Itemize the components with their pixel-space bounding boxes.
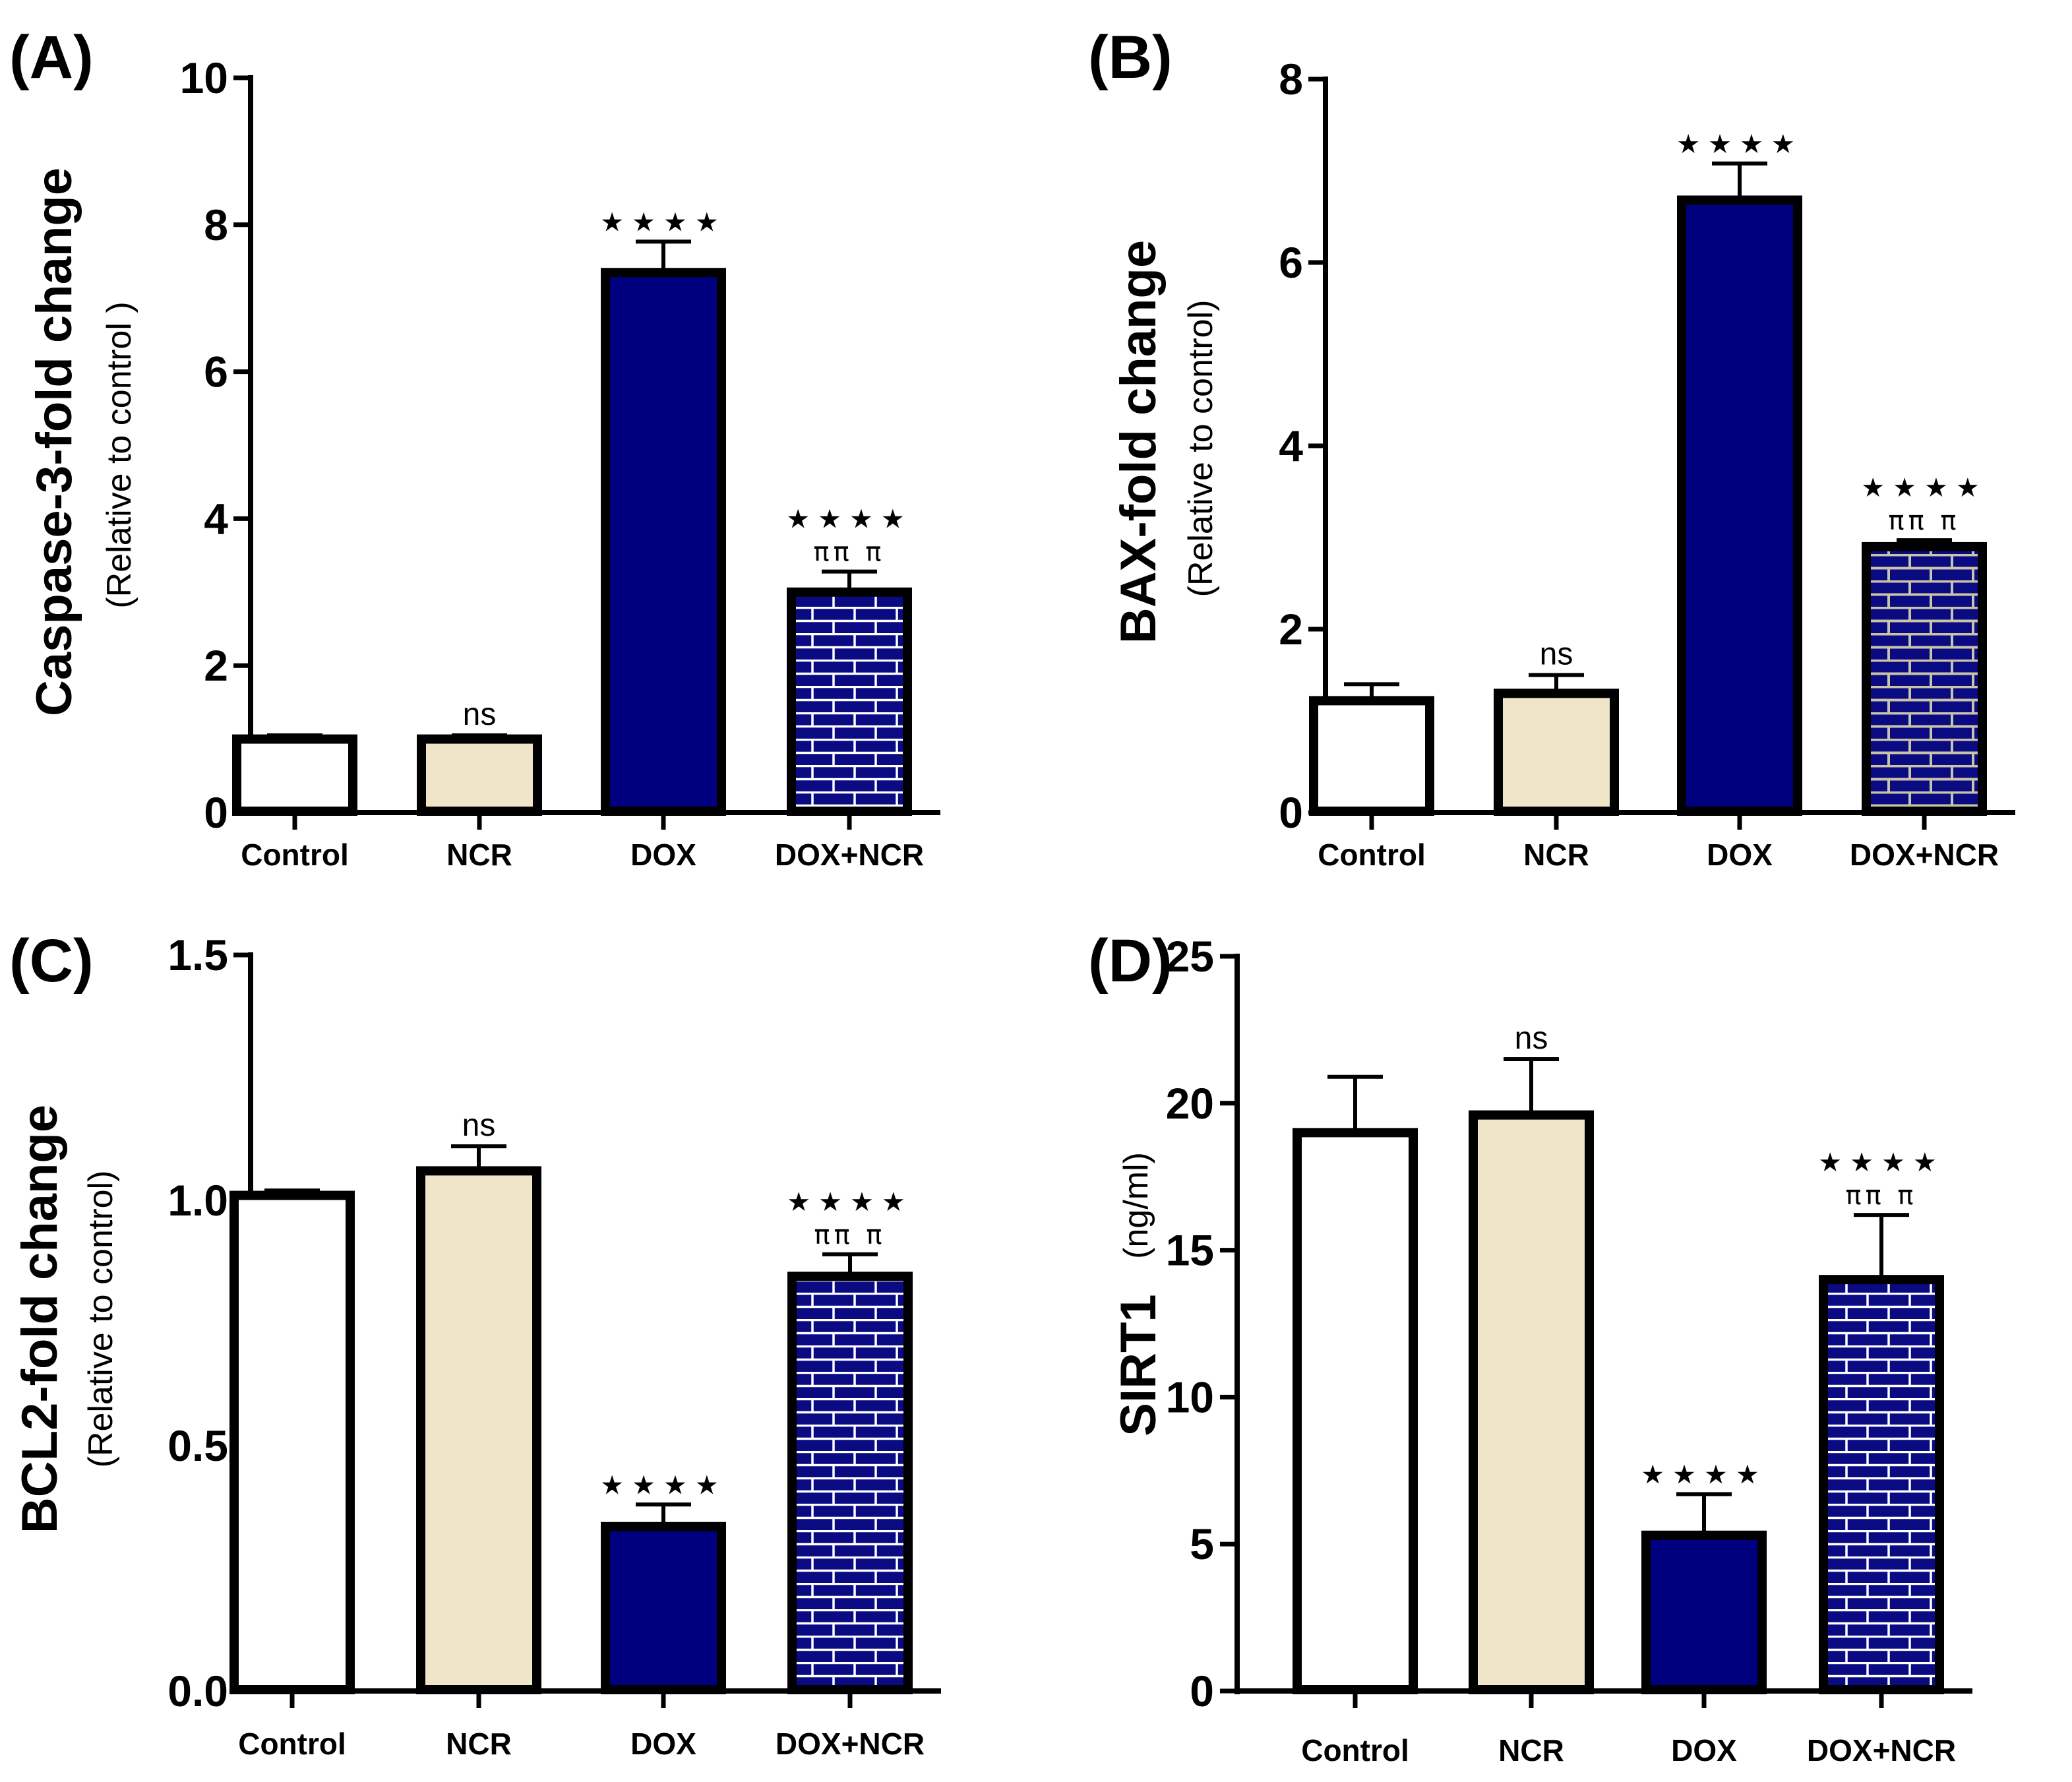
y-tick-label: 5 [1190, 1520, 1214, 1568]
bar [1494, 689, 1619, 816]
annotation-ns: ns [1515, 1021, 1548, 1056]
y-tick-label: 6 [204, 348, 228, 396]
bar [232, 734, 357, 816]
category-label: Control [241, 838, 349, 872]
category-label: DOX+NCR [1850, 838, 1999, 872]
annotation-ns: ns [462, 1108, 496, 1143]
panel-c: (C) BCL2-fold change (Relative to contro… [9, 927, 941, 1761]
bar [1862, 541, 1987, 816]
panel-b-ylabel-sub-wrap: (Relative to control) [1182, 300, 1220, 598]
panel-b-letter: (B) [1088, 24, 1173, 91]
bar [1469, 1110, 1594, 1694]
bar [1677, 195, 1802, 816]
category-label: DOX [1707, 838, 1773, 872]
panel-d-ylabel: SIRT1 [1111, 1294, 1167, 1436]
panel-b-ylabel: BAX-fold change [1111, 240, 1167, 644]
panel-b: (B) BAX-fold change (Relative to control… [1088, 24, 2015, 872]
annotation-stars: ★★★★ [1861, 473, 1987, 503]
category-label: DOX [630, 1727, 696, 1761]
panel-c-plot: 0.0 0.5 1.0 1.5 Control NCR ns DOX ★★★★ DOX+NCR ππ… [168, 931, 941, 1761]
annotation-stars: ★★★★ [787, 1187, 913, 1217]
panel-b-ylabel-main: BAX-fold change [1111, 240, 1167, 644]
panel-c-ylabel: BCL2-fold change [12, 1105, 68, 1533]
bar [229, 1190, 355, 1695]
y-tick-label: 4 [1279, 421, 1303, 470]
y-tick-label: 0.5 [168, 1421, 228, 1470]
y-tick-label: 25 [1166, 932, 1214, 981]
y-tick-label: 2 [1279, 605, 1303, 654]
bar [601, 268, 726, 816]
y-tick-label: 6 [1279, 238, 1303, 287]
annotation-stars: ★★★★ [600, 1470, 726, 1500]
panel-c-ylabel-sub-wrap: (Relative to control) [82, 1171, 120, 1468]
panel-a-letter: (A) [9, 24, 94, 91]
y-tick-label: 8 [1279, 55, 1303, 104]
annotation-pi: ππ π [1889, 506, 1961, 536]
annotation-ns: ns [463, 697, 497, 732]
bar [1641, 1530, 1767, 1695]
annotation-ns: ns [1540, 637, 1573, 672]
panel-d-plot: 0 5 10 15 20 25 Control NCR ns DOX ★★★★ DOX+NCR ππ π… [1166, 932, 1972, 1767]
annotation-stars: ★★★★ [1676, 129, 1802, 160]
y-tick-label: 1.0 [168, 1176, 228, 1225]
bar [787, 587, 912, 816]
category-label: Control [1301, 1733, 1409, 1767]
annotation-pi: ππ π [814, 1220, 886, 1250]
category-label: DOX [1671, 1733, 1737, 1767]
category-label: DOX [630, 838, 696, 872]
panel-d-letter: (D) [1088, 927, 1173, 995]
y-tick-label: 15 [1166, 1226, 1214, 1275]
y-tick-label: 1.5 [168, 931, 228, 979]
category-label: NCR [1523, 838, 1589, 872]
y-tick-label: 10 [1166, 1372, 1214, 1421]
panel-c-letter: (C) [9, 927, 94, 995]
bar [1293, 1128, 1418, 1694]
annotation-stars: ★★★★ [1641, 1459, 1767, 1490]
panel-c-ylabel-main: BCL2-fold change [12, 1105, 68, 1533]
y-tick-label: 0.0 [168, 1667, 228, 1715]
annotation-pi: ππ π [1846, 1181, 1918, 1211]
category-label: NCR [446, 838, 512, 872]
y-tick-label: 20 [1166, 1079, 1214, 1128]
panel-d-ylabel-sub-wrap: (ng/ml) [1117, 1152, 1155, 1259]
category-label: NCR [446, 1727, 512, 1761]
category-label: DOX+NCR [1807, 1733, 1956, 1767]
panel-a-ylabel-main: Caspase-3-fold change [26, 168, 82, 716]
bar [1309, 696, 1434, 816]
panel-d-ylabel-main: SIRT1 [1111, 1294, 1167, 1436]
annotation-pi: ππ π [814, 538, 886, 568]
bar [601, 1521, 726, 1695]
y-tick-label: 8 [204, 200, 228, 249]
y-tick-label: 0 [1279, 788, 1303, 837]
category-label: NCR [1498, 1733, 1564, 1767]
y-tick-label: 10 [180, 53, 228, 102]
category-label: DOX+NCR [776, 1727, 925, 1761]
panel-a-ylabel: Caspase-3-fold change [26, 168, 82, 716]
panel-a: (A) Caspase-3-fold change (Relative to c… [9, 24, 940, 872]
annotation-stars: ★★★★ [786, 505, 912, 535]
panel-d-ylabel-sub: (ng/ml) [1117, 1152, 1155, 1259]
panel-c-ylabel-sub: (Relative to control) [82, 1171, 120, 1468]
bar [417, 734, 542, 816]
y-tick-label: 4 [204, 494, 228, 543]
bar [1819, 1275, 1944, 1695]
panel-b-ylabel-sub: (Relative to control) [1182, 300, 1220, 598]
bar [416, 1166, 541, 1694]
panel-d: (D) SIRT1 (ng/ml) 0 5 10 15 20 25 Control NCR ns… [1088, 927, 1972, 1767]
panel-a-ylabel-sub: (Relative to control ) [100, 301, 138, 608]
annotation-stars: ★★★★ [1818, 1148, 1944, 1178]
bar [787, 1272, 913, 1694]
y-tick-label: 2 [204, 641, 228, 690]
annotation-stars: ★★★★ [600, 207, 726, 237]
category-label: Control [1318, 838, 1426, 872]
y-tick-label: 0 [204, 788, 228, 837]
y-tick-label: 0 [1190, 1667, 1214, 1715]
panel-a-ylabel-sub-wrap: (Relative to control ) [100, 301, 138, 608]
category-label: DOX+NCR [775, 838, 924, 872]
category-label: Control [238, 1727, 346, 1761]
